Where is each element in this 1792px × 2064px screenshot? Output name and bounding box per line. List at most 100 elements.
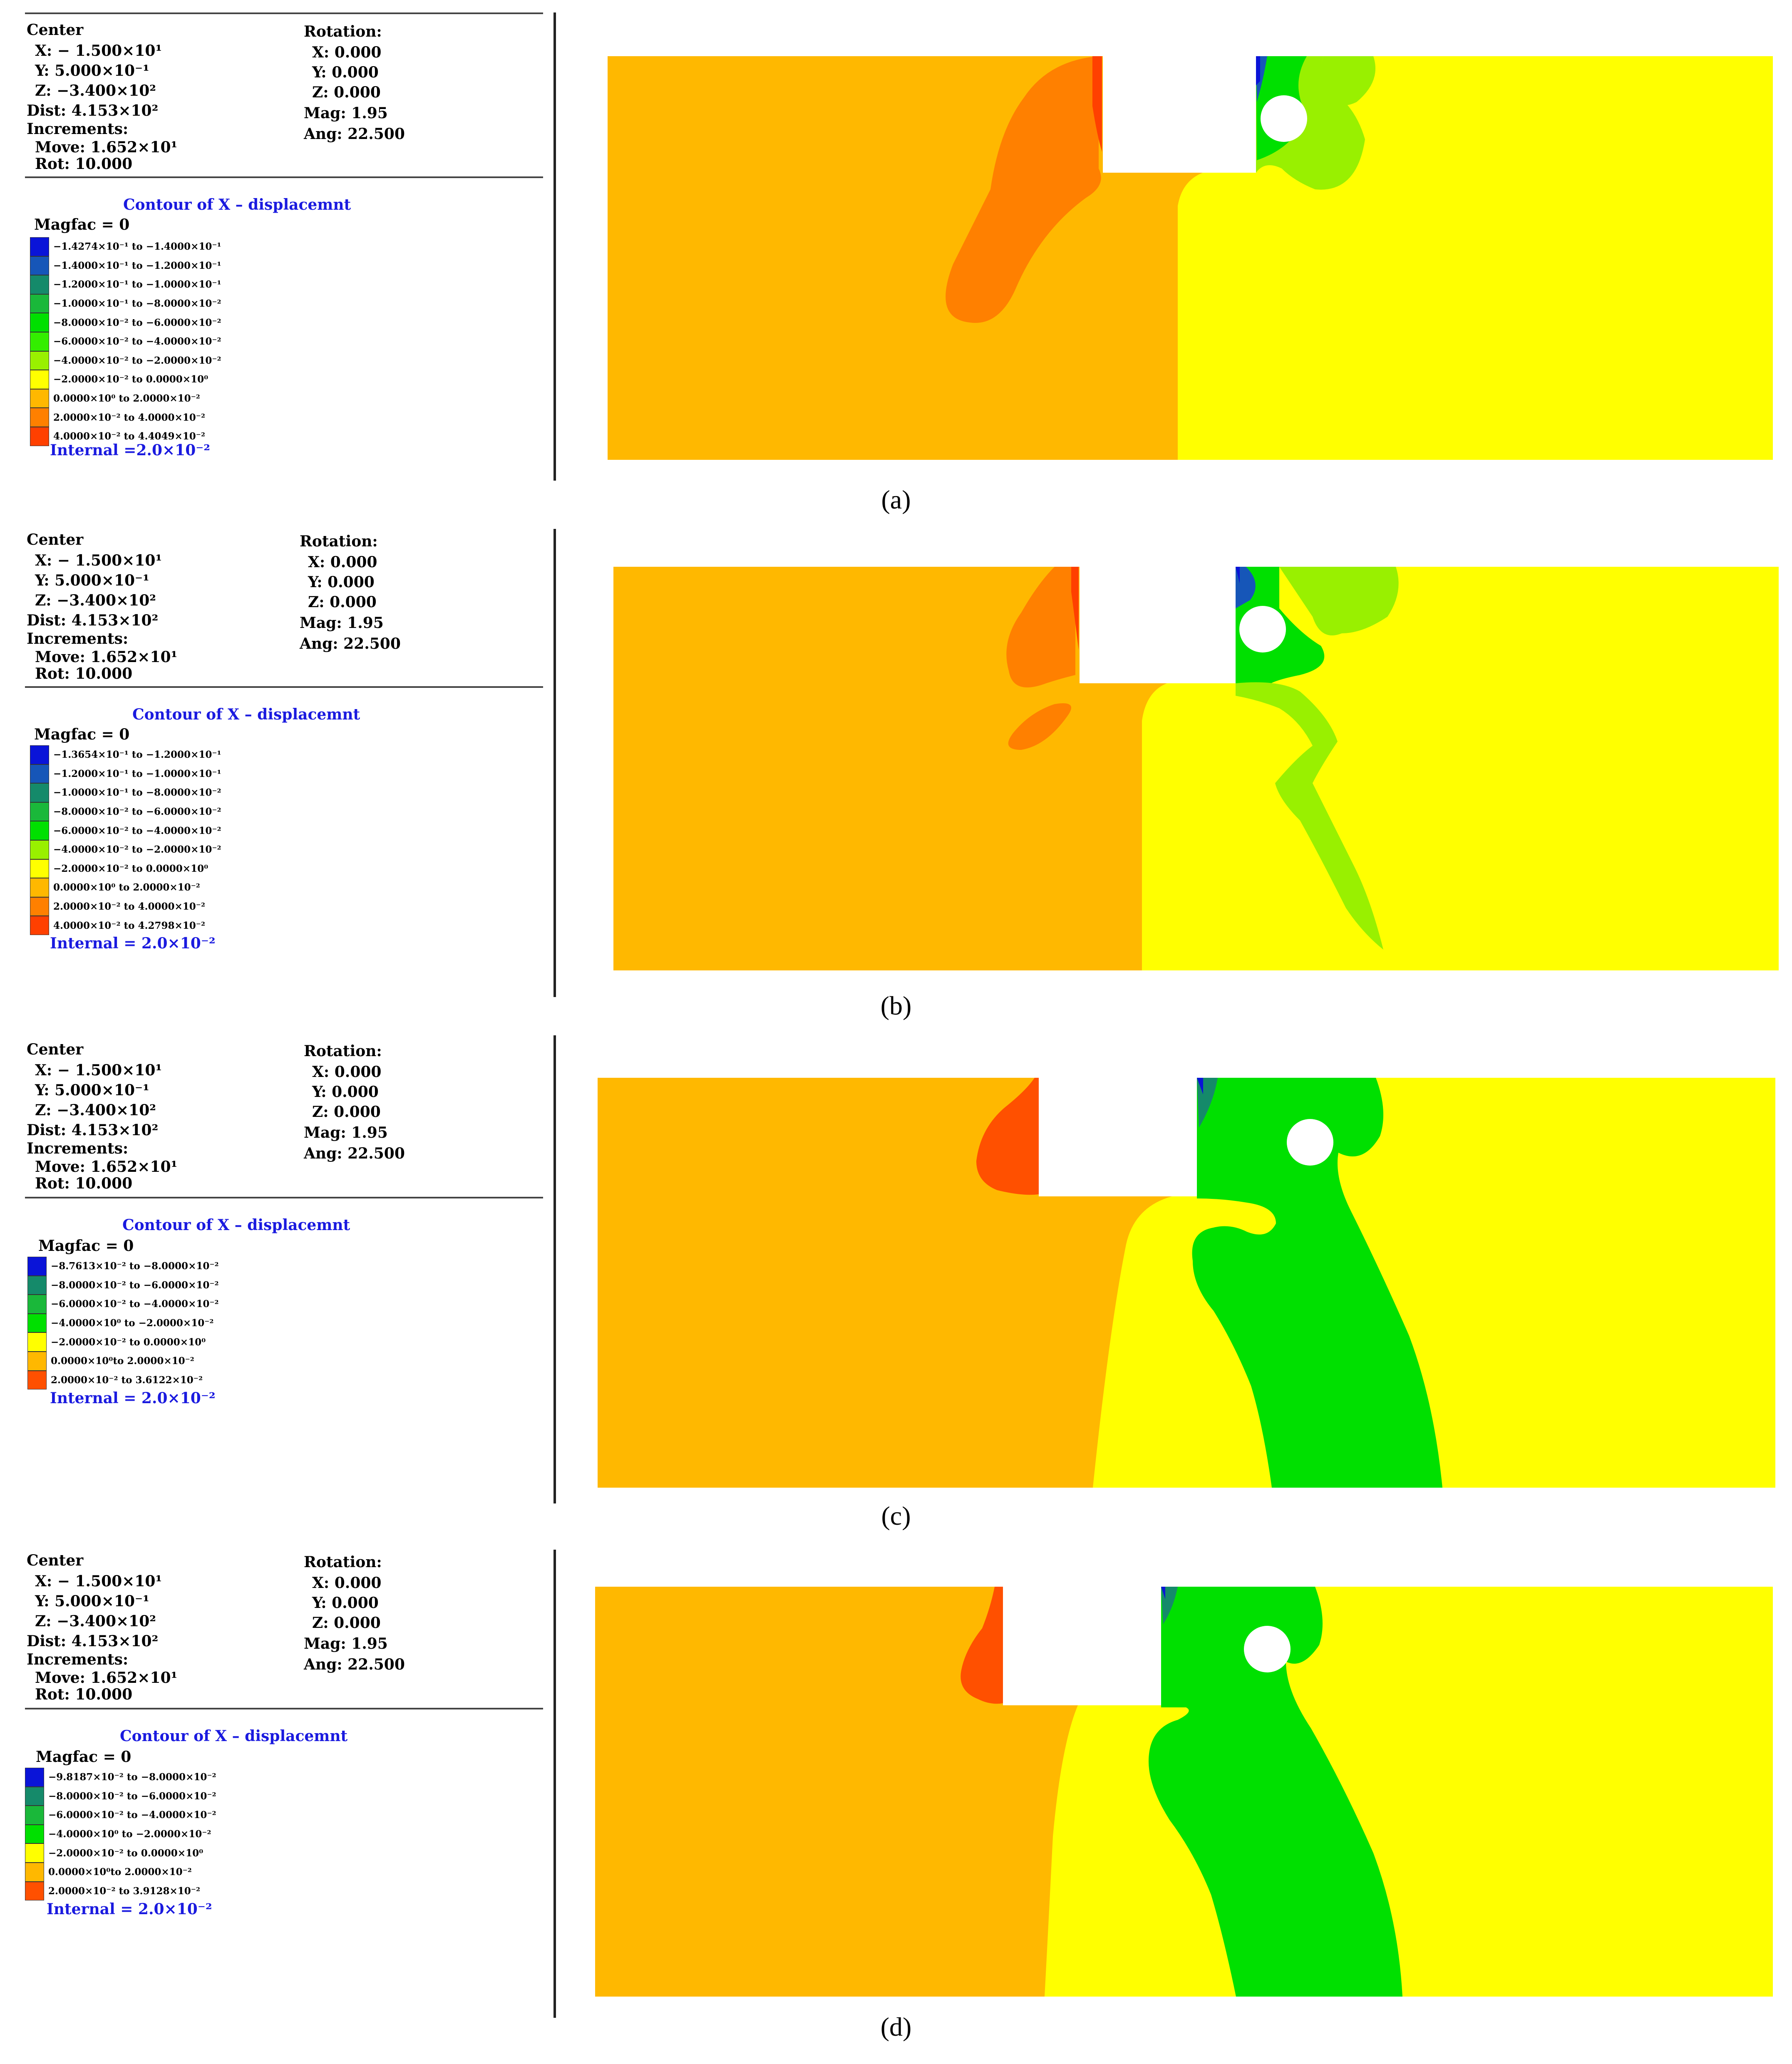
legend-item: −2.0000×10⁻² to 0.0000×10⁰ bbox=[30, 370, 221, 389]
rot-value: Rot: 10.000 bbox=[35, 1686, 133, 1703]
legend-swatch bbox=[27, 1257, 47, 1276]
contour-plot bbox=[598, 1078, 1775, 1488]
legend-label: −6.0000×10⁻² to −4.0000×10⁻² bbox=[48, 1809, 216, 1821]
contour-title: Contour of X – displacemnt bbox=[122, 1216, 350, 1234]
panel-a: Center X: − 1.500×10¹ Y: 5.000×10⁻¹ Z: −… bbox=[0, 0, 1792, 514]
center-z: Z: −3.400×10² bbox=[35, 592, 156, 609]
center-x: X: − 1.500×10¹ bbox=[35, 1062, 162, 1079]
legend-item: −8.0000×10⁻² to −6.0000×10⁻² bbox=[30, 313, 221, 332]
legend-swatch bbox=[30, 897, 49, 916]
legend-label: −6.0000×10⁻² to −4.0000×10⁻² bbox=[53, 825, 221, 836]
move-value: Move: 1.652×10¹ bbox=[35, 139, 178, 156]
legend-item: −2.0000×10⁻² to 0.0000×10⁰ bbox=[25, 1843, 216, 1863]
legend-label: −2.0000×10⁻² to 0.0000×10⁰ bbox=[51, 1336, 206, 1348]
legend-item: 0.0000×10⁰ to 2.0000×10⁻² bbox=[30, 878, 221, 897]
legend-label: −8.0000×10⁻² to −6.0000×10⁻² bbox=[48, 1790, 216, 1802]
color-legend: −1.3654×10⁻¹ to −1.2000×10⁻¹ −1.2000×10⁻¹… bbox=[30, 745, 221, 935]
legend-label: −4.0000×10⁰ to −2.0000×10⁻² bbox=[51, 1317, 214, 1329]
legend-item: 0.0000×10⁰to 2.0000×10⁻² bbox=[25, 1862, 216, 1882]
center-title: Center bbox=[27, 21, 84, 39]
legend-item: −1.3654×10⁻¹ to −1.2000×10⁻¹ bbox=[30, 745, 221, 764]
legend-item: −8.0000×10⁻² to −6.0000×10⁻² bbox=[27, 1275, 219, 1295]
legend-swatch bbox=[30, 256, 49, 275]
legend-swatch bbox=[30, 275, 49, 294]
legend-swatch bbox=[30, 313, 49, 332]
rotation-y: Y: 0.000 bbox=[312, 1594, 379, 1612]
rotation-title: Rotation: bbox=[300, 533, 378, 550]
legend-item: −2.0000×10⁻² to 0.0000×10⁰ bbox=[30, 859, 221, 878]
panel-c: Center X: − 1.500×10¹ Y: 5.000×10⁻¹ Z: −… bbox=[0, 1020, 1792, 1531]
separator-line bbox=[553, 1550, 556, 2018]
legend-swatch bbox=[30, 859, 49, 878]
legend-label: −1.4274×10⁻¹ to −1.4000×10⁻¹ bbox=[53, 241, 221, 253]
view-info-block: Center X: − 1.500×10¹ Y: 5.000×10⁻¹ Z: −… bbox=[0, 510, 556, 1020]
legend-label: 0.0000×10⁰to 2.0000×10⁻² bbox=[48, 1866, 192, 1878]
legend-swatch bbox=[30, 408, 49, 427]
divider bbox=[25, 1708, 543, 1709]
interval-label: Internal = 2.0×10⁻² bbox=[47, 1900, 212, 1918]
legend-item: −6.0000×10⁻² to −4.0000×10⁻² bbox=[30, 332, 221, 351]
legend-label: 4.0000×10⁻² to 4.4049×10⁻² bbox=[53, 431, 206, 442]
legend-label: −8.0000×10⁻² to −6.0000×10⁻² bbox=[51, 1279, 219, 1291]
mag-value: Mag: 1.95 bbox=[304, 1635, 388, 1652]
center-y: Y: 5.000×10⁻¹ bbox=[35, 1082, 149, 1099]
legend-item: −6.0000×10⁻² to −4.0000×10⁻² bbox=[30, 821, 221, 840]
magfac-label: Magfac = 0 bbox=[38, 1237, 134, 1255]
center-title: Center bbox=[27, 1041, 84, 1058]
legend-label: −6.0000×10⁻² to −4.0000×10⁻² bbox=[51, 1298, 219, 1310]
divider bbox=[25, 686, 543, 688]
legend-swatch bbox=[30, 821, 49, 840]
legend-item: 0.0000×10⁰ to 2.0000×10⁻² bbox=[30, 389, 221, 408]
center-y: Y: 5.000×10⁻¹ bbox=[35, 62, 149, 79]
panel-caption: (a) bbox=[881, 485, 911, 514]
legend-swatch bbox=[30, 764, 49, 784]
center-y: Y: 5.000×10⁻¹ bbox=[35, 572, 149, 589]
dist-value: Dist: 4.153×10² bbox=[27, 1632, 159, 1650]
divider bbox=[25, 12, 543, 14]
view-info-block: Center X: − 1.500×10¹ Y: 5.000×10⁻¹ Z: −… bbox=[0, 1531, 556, 2040]
ang-value: Ang: 22.500 bbox=[304, 1656, 405, 1673]
legend-label: −4.0000×10⁻² to −2.0000×10⁻² bbox=[53, 844, 221, 856]
rotation-x: X: 0.000 bbox=[312, 1063, 382, 1081]
legend-item: −8.0000×10⁻² to −6.0000×10⁻² bbox=[25, 1786, 216, 1806]
increments-label: Increments: bbox=[27, 1140, 129, 1157]
legend-label: −2.0000×10⁻² to 0.0000×10⁰ bbox=[53, 863, 208, 874]
legend-swatch bbox=[27, 1370, 47, 1390]
legend-label: −8.0000×10⁻² to −6.0000×10⁻² bbox=[53, 806, 221, 818]
magfac-label: Magfac = 0 bbox=[34, 216, 130, 233]
interval-label: Internal =2.0×10⁻² bbox=[50, 442, 211, 459]
center-title: Center bbox=[27, 1552, 84, 1569]
legend-label: −8.0000×10⁻² to −6.0000×10⁻² bbox=[53, 317, 221, 328]
center-x: X: − 1.500×10¹ bbox=[35, 552, 162, 569]
rotation-title: Rotation: bbox=[304, 23, 382, 40]
separator-line bbox=[553, 529, 556, 997]
contour-plot bbox=[595, 1587, 1773, 1997]
center-x: X: − 1.500×10¹ bbox=[35, 1573, 162, 1590]
legend-swatch bbox=[30, 237, 49, 256]
mag-value: Mag: 1.95 bbox=[304, 104, 388, 122]
center-z: Z: −3.400×10² bbox=[35, 82, 156, 99]
rotation-y: Y: 0.000 bbox=[308, 573, 375, 591]
contour-title: Contour of X – displacemnt bbox=[120, 1727, 348, 1745]
legend-item: −2.0000×10⁻² to 0.0000×10⁰ bbox=[27, 1332, 219, 1352]
legend-label: 0.0000×10⁰ to 2.0000×10⁻² bbox=[53, 393, 200, 404]
legend-swatch bbox=[30, 916, 49, 935]
rotation-title: Rotation: bbox=[304, 1042, 382, 1060]
panel-caption: (b) bbox=[880, 991, 912, 1020]
view-info-block: Center X: − 1.500×10¹ Y: 5.000×10⁻¹ Z: −… bbox=[0, 0, 556, 510]
center-y: Y: 5.000×10⁻¹ bbox=[35, 1593, 149, 1610]
legend-label: −6.0000×10⁻² to −4.0000×10⁻² bbox=[53, 336, 221, 347]
rot-value: Rot: 10.000 bbox=[35, 155, 133, 173]
legend-item: −1.2000×10⁻¹ to −1.0000×10⁻¹ bbox=[30, 275, 221, 294]
legend-swatch bbox=[30, 840, 49, 859]
legend-item: −4.0000×10⁰ to −2.0000×10⁻² bbox=[27, 1313, 219, 1333]
rotation-x: X: 0.000 bbox=[312, 44, 382, 61]
legend-item: −4.0000×10⁰ to −2.0000×10⁻² bbox=[25, 1824, 216, 1844]
legend-swatch bbox=[27, 1275, 47, 1295]
rotation-z: Z: 0.000 bbox=[312, 1614, 381, 1632]
legend-label: −1.0000×10⁻¹ to −8.0000×10⁻² bbox=[53, 298, 221, 310]
magfac-label: Magfac = 0 bbox=[36, 1748, 132, 1766]
legend-swatch bbox=[25, 1881, 44, 1901]
move-value: Move: 1.652×10¹ bbox=[35, 1669, 178, 1687]
legend-label: 0.0000×10⁰to 2.0000×10⁻² bbox=[51, 1355, 194, 1367]
